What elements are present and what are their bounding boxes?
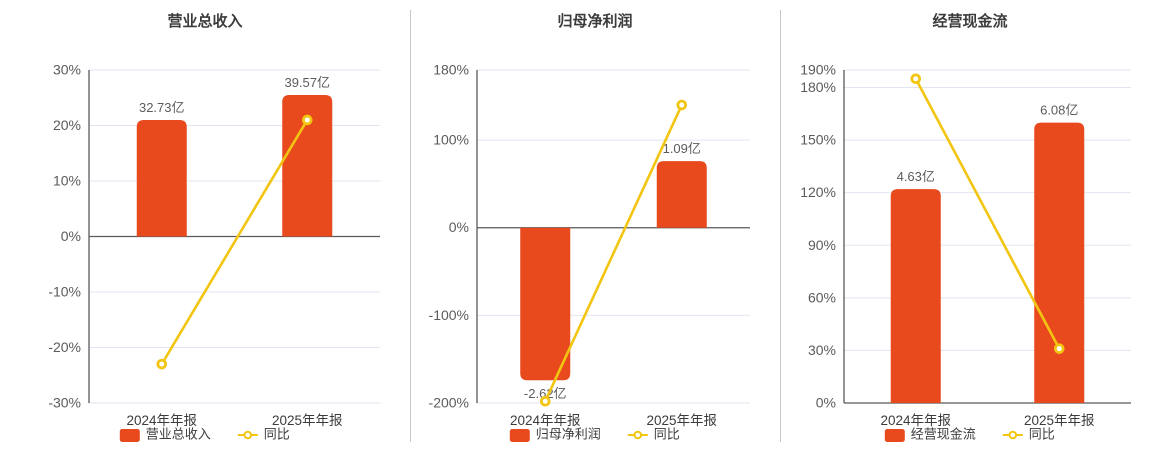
svg-text:-30%: -30% — [48, 395, 81, 411]
svg-text:60%: 60% — [808, 289, 836, 305]
svg-text:经营现金流: 经营现金流 — [911, 427, 976, 442]
svg-text:0%: 0% — [449, 219, 469, 235]
svg-text:经营现金流: 经营现金流 — [932, 12, 1007, 30]
svg-text:归母净利润: 归母净利润 — [536, 427, 601, 442]
svg-text:32.73亿: 32.73亿 — [139, 100, 185, 115]
svg-text:-200%: -200% — [429, 395, 469, 411]
svg-text:-100%: -100% — [429, 307, 469, 323]
svg-text:-20%: -20% — [48, 339, 81, 355]
svg-text:150%: 150% — [800, 132, 836, 148]
svg-text:营业总收入: 营业总收入 — [146, 427, 211, 442]
svg-text:-10%: -10% — [48, 284, 81, 300]
svg-text:10%: 10% — [53, 173, 81, 189]
svg-text:90%: 90% — [808, 237, 836, 253]
svg-text:营业总收入: 营业总收入 — [167, 12, 242, 30]
svg-text:30%: 30% — [53, 62, 81, 78]
svg-text:180%: 180% — [800, 79, 836, 95]
svg-text:39.57亿: 39.57亿 — [284, 75, 330, 90]
svg-text:120%: 120% — [800, 184, 836, 200]
svg-text:同比: 同比 — [264, 427, 290, 442]
svg-text:30%: 30% — [808, 342, 836, 358]
svg-text:同比: 同比 — [654, 427, 680, 442]
svg-text:0%: 0% — [61, 228, 81, 244]
svg-text:6.08亿: 6.08亿 — [1040, 103, 1078, 118]
svg-text:180%: 180% — [433, 62, 469, 78]
svg-text:100%: 100% — [433, 132, 469, 148]
svg-text:4.63亿: 4.63亿 — [897, 169, 935, 184]
svg-text:归母净利润: 归母净利润 — [557, 12, 632, 30]
svg-text:20%: 20% — [53, 117, 81, 133]
svg-text:同比: 同比 — [1029, 427, 1055, 442]
svg-text:1.09亿: 1.09亿 — [663, 141, 701, 156]
svg-text:0%: 0% — [816, 395, 836, 411]
svg-text:190%: 190% — [800, 62, 836, 78]
